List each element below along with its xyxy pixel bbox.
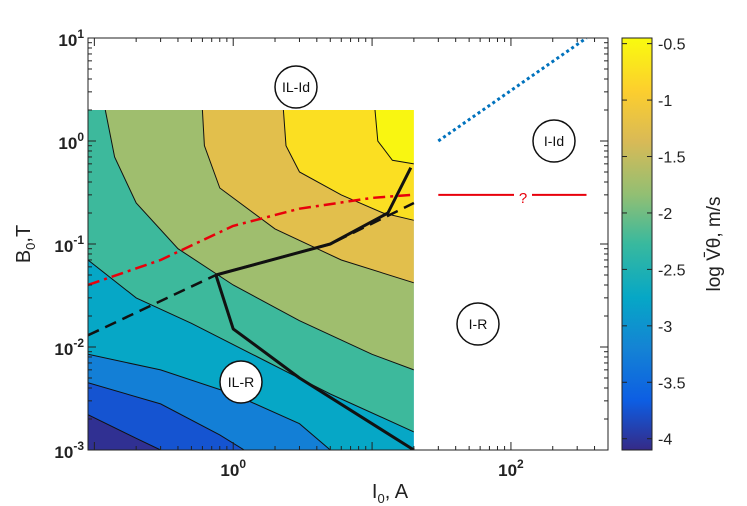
y-tick-label: 10-2 bbox=[54, 336, 84, 359]
svg-text:I-R: I-R bbox=[469, 316, 488, 332]
heatmap bbox=[88, 38, 608, 450]
y-axis-label: B0,T bbox=[13, 225, 38, 263]
series-line-dotted-blue bbox=[437, 38, 588, 143]
plot-blank bbox=[88, 38, 414, 110]
x-tick-label: 100 bbox=[220, 457, 246, 480]
colorbar-tick-label: -3 bbox=[658, 319, 672, 336]
svg-text:I-Id: I-Id bbox=[544, 133, 564, 149]
contour-line bbox=[201, 109, 415, 284]
series-line-solid-black bbox=[214, 274, 415, 450]
region-label-il-id: IL-Id bbox=[274, 65, 318, 109]
colorbar-tick-label: -3.5 bbox=[658, 375, 686, 392]
heatmap-band bbox=[283, 109, 414, 450]
contour-line bbox=[88, 259, 415, 433]
contour-line bbox=[88, 414, 161, 450]
svg-text:IL-R: IL-R bbox=[228, 374, 254, 390]
colorbar-tick-label: -4 bbox=[658, 432, 672, 449]
plot-blank bbox=[413, 38, 608, 450]
axis-ticks bbox=[87, 37, 609, 451]
region-label-i-id: I-Id bbox=[532, 119, 576, 163]
contour-line bbox=[88, 382, 245, 450]
colorbar-tick-label: -0.5 bbox=[658, 37, 686, 54]
x-axis-label: I0, A bbox=[372, 481, 409, 506]
contour-line bbox=[374, 109, 414, 165]
colorbar-ticks: -0.5 -1 -1.5 -2 -2.5 -3 -3.5 -4 bbox=[622, 37, 686, 449]
question-mark-bg bbox=[514, 188, 532, 206]
svg-text:IL-Id: IL-Id bbox=[282, 79, 310, 95]
contour-line bbox=[104, 109, 415, 371]
colorbar-label: log V̄θ, m/s bbox=[704, 196, 725, 291]
y-tick-label: 10-3 bbox=[54, 439, 84, 462]
colorbar-tick-label: -2.5 bbox=[658, 262, 686, 279]
colorbar-tick-label: -1 bbox=[658, 93, 672, 110]
series-line-dashed-black bbox=[88, 201, 415, 337]
colorbar-tick-label: -1.5 bbox=[658, 150, 686, 167]
y-tick-label: 101 bbox=[58, 27, 84, 50]
y-tick-label: 100 bbox=[58, 130, 84, 153]
overlay-lines bbox=[88, 38, 588, 450]
region-label-i-r: I-R bbox=[456, 302, 500, 346]
question-mark: ? bbox=[519, 190, 527, 207]
colorbar-tick-label: -2 bbox=[658, 206, 672, 223]
y-tick-label: 10-1 bbox=[54, 233, 84, 256]
x-tick-label: 102 bbox=[498, 457, 524, 480]
region-label-il-r: IL-R bbox=[219, 360, 263, 404]
heatmap-band bbox=[375, 109, 414, 450]
colorbar bbox=[621, 37, 653, 451]
series-line-dashdot-red bbox=[88, 193, 411, 287]
